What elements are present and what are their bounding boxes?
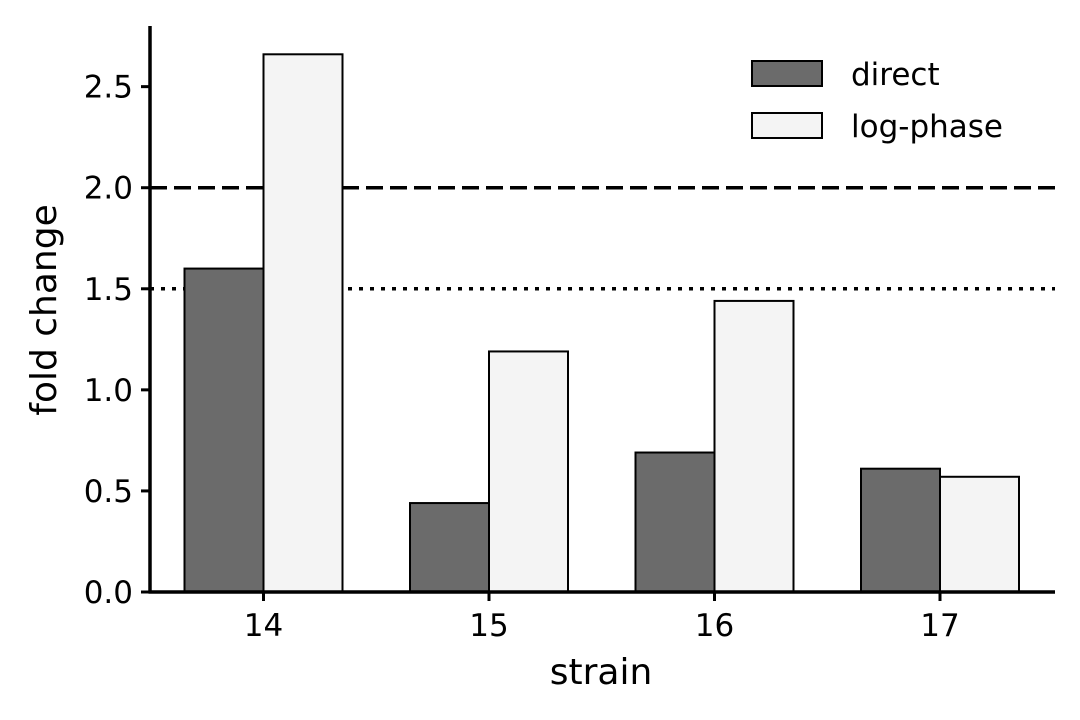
y-tick-label: 1.5 [84, 272, 133, 308]
y-tick-label: 0.5 [84, 474, 133, 510]
bar-direct-14 [183, 267, 265, 593]
legend-label-direct: direct [851, 57, 940, 93]
bar-log-phase-16 [713, 299, 795, 593]
x-tick-label: 16 [695, 608, 734, 644]
legend: direct log-phase [751, 57, 1003, 145]
y-tick-label: 2.0 [84, 171, 133, 207]
x-tick-label: 14 [244, 608, 283, 644]
y-tick-label: 0.0 [84, 575, 133, 611]
y-axis-label: fold change [24, 204, 65, 415]
x-axis-label: strain [550, 652, 653, 693]
bar-log-phase-17 [939, 475, 1020, 593]
y-tick-label: 2.5 [84, 70, 133, 106]
bar-log-phase-15 [488, 350, 569, 594]
bar-direct-16 [634, 451, 716, 593]
legend-swatch-direct [751, 60, 823, 87]
y-tick-label: 1.0 [84, 373, 133, 409]
x-tick-label: 17 [920, 608, 959, 644]
y-ticks: 0.0 0.5 1.0 1.5 2.0 2.5 [84, 70, 150, 611]
bar-direct-17 [860, 467, 941, 594]
x-tick-label: 15 [469, 608, 508, 644]
legend-label-log-phase: log-phase [851, 109, 1003, 145]
axes [148, 26, 1055, 594]
bars [183, 53, 1020, 594]
legend-swatch-log-phase [751, 112, 823, 139]
bar-log-phase-14 [262, 53, 344, 594]
bar-direct-15 [409, 502, 490, 593]
x-ticks: 14 15 16 17 [244, 592, 960, 644]
